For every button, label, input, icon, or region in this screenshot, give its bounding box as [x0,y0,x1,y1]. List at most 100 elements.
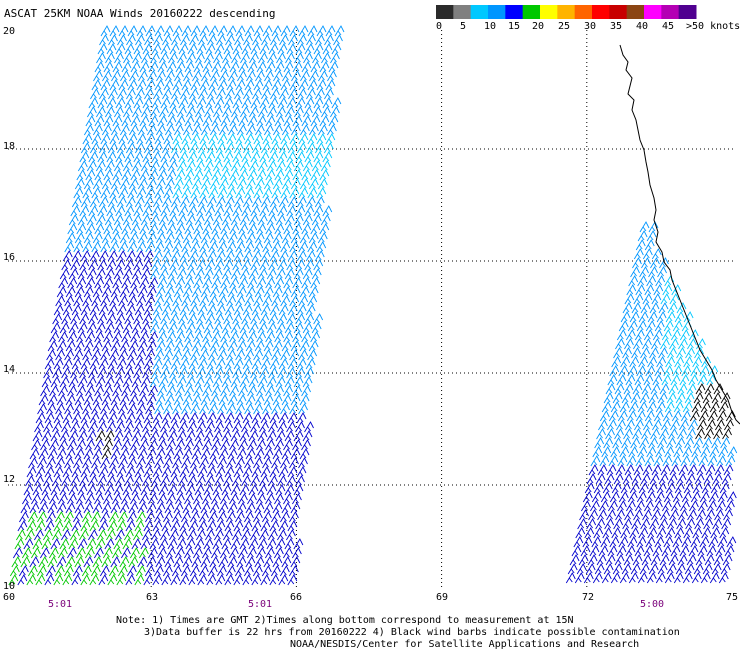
wind-barb [32,484,43,496]
wind-barb [235,187,246,199]
wind-barb [603,437,614,449]
wind-barb [697,545,708,557]
wind-barb [68,268,79,280]
wind-barb [310,331,321,343]
wind-barb [43,421,53,433]
wind-barb [98,142,109,154]
wind-barb [242,304,253,316]
wind-barb [639,266,649,278]
wind-barb [115,43,126,55]
wind-barb [184,385,194,397]
wind-barb [169,205,180,217]
wind-barb [306,34,316,46]
wind-barb [302,268,313,280]
wind-barb [260,142,271,154]
wind-barb [311,322,322,334]
wind-barb [26,574,37,586]
wind-barb [110,232,121,244]
wind-barb [608,500,618,512]
wind-barb [73,349,84,361]
wind-barb [116,412,127,424]
wind-barb [266,160,277,172]
wind-barb [299,178,310,190]
wind-barb [268,97,279,109]
wind-barb [664,572,675,584]
wind-barb [649,518,660,530]
wind-barb [658,518,669,530]
wind-barb [633,248,644,260]
wind-barb [236,448,247,460]
wind-barb [259,421,269,433]
wind-barb [334,25,345,37]
wind-barb [301,439,311,451]
wind-barb [616,419,626,431]
wind-barb [106,475,116,487]
wind-barb [101,286,112,298]
wind-barb [310,169,321,181]
wind-barb [298,349,309,361]
wind-barb [686,383,697,395]
wind-barb [154,349,165,361]
wind-barb [227,448,238,460]
wind-barb [208,457,218,469]
wind-barb [298,403,308,415]
wind-barb [155,394,166,406]
wind-barb [324,88,334,100]
wind-barb [313,151,324,163]
wind-barb [281,178,292,190]
wind-barb [692,527,703,539]
wind-barb [35,520,46,532]
wind-barb [576,563,587,575]
wind-barb [307,241,318,253]
wind-barb [76,439,86,451]
wind-barb [163,187,174,199]
wind-barb [122,484,133,496]
wind-barb [316,133,327,145]
wind-barb [155,232,166,244]
wind-barb [164,124,175,136]
wind-barb [95,214,106,226]
wind-barb [218,124,229,136]
wind-barb [320,160,331,172]
wind-barb [74,286,85,298]
wind-barb [112,385,122,397]
wind-barb [119,502,130,514]
wind-barb [121,439,131,451]
wind-barb [648,266,658,278]
wind-barb [136,511,146,523]
wind-barb [569,554,580,566]
wind-barb [224,466,235,478]
wind-barb [283,223,294,235]
wind-barb [119,232,130,244]
wind-barb [124,475,134,487]
wind-barb [700,572,711,584]
wind-barb [180,88,190,100]
wind-barb [184,169,195,181]
wind-barb [160,367,170,379]
wind-barb [83,448,94,460]
wind-barb [287,520,298,532]
wind-barb [184,223,195,235]
wind-barb [212,160,223,172]
wind-barb [88,421,98,433]
wind-barb [95,430,106,442]
wind-barb [617,410,628,422]
wind-barb [95,268,106,280]
wind-barb [103,223,114,235]
wind-barb [691,446,702,458]
wind-barb [276,52,286,64]
wind-barb [229,385,239,397]
wind-barb [194,214,205,226]
wind-barb [634,374,645,386]
wind-barb [315,34,325,46]
wind-barb [725,455,736,467]
wind-barb [76,331,87,343]
colorbar-label: 25 [558,21,571,32]
wind-barb [215,412,226,424]
wind-barb [88,367,98,379]
wind-barb [70,421,80,433]
wind-barb [161,358,172,370]
wind-barb [250,151,261,163]
wind-barb [225,34,235,46]
wind-barb [100,241,111,253]
